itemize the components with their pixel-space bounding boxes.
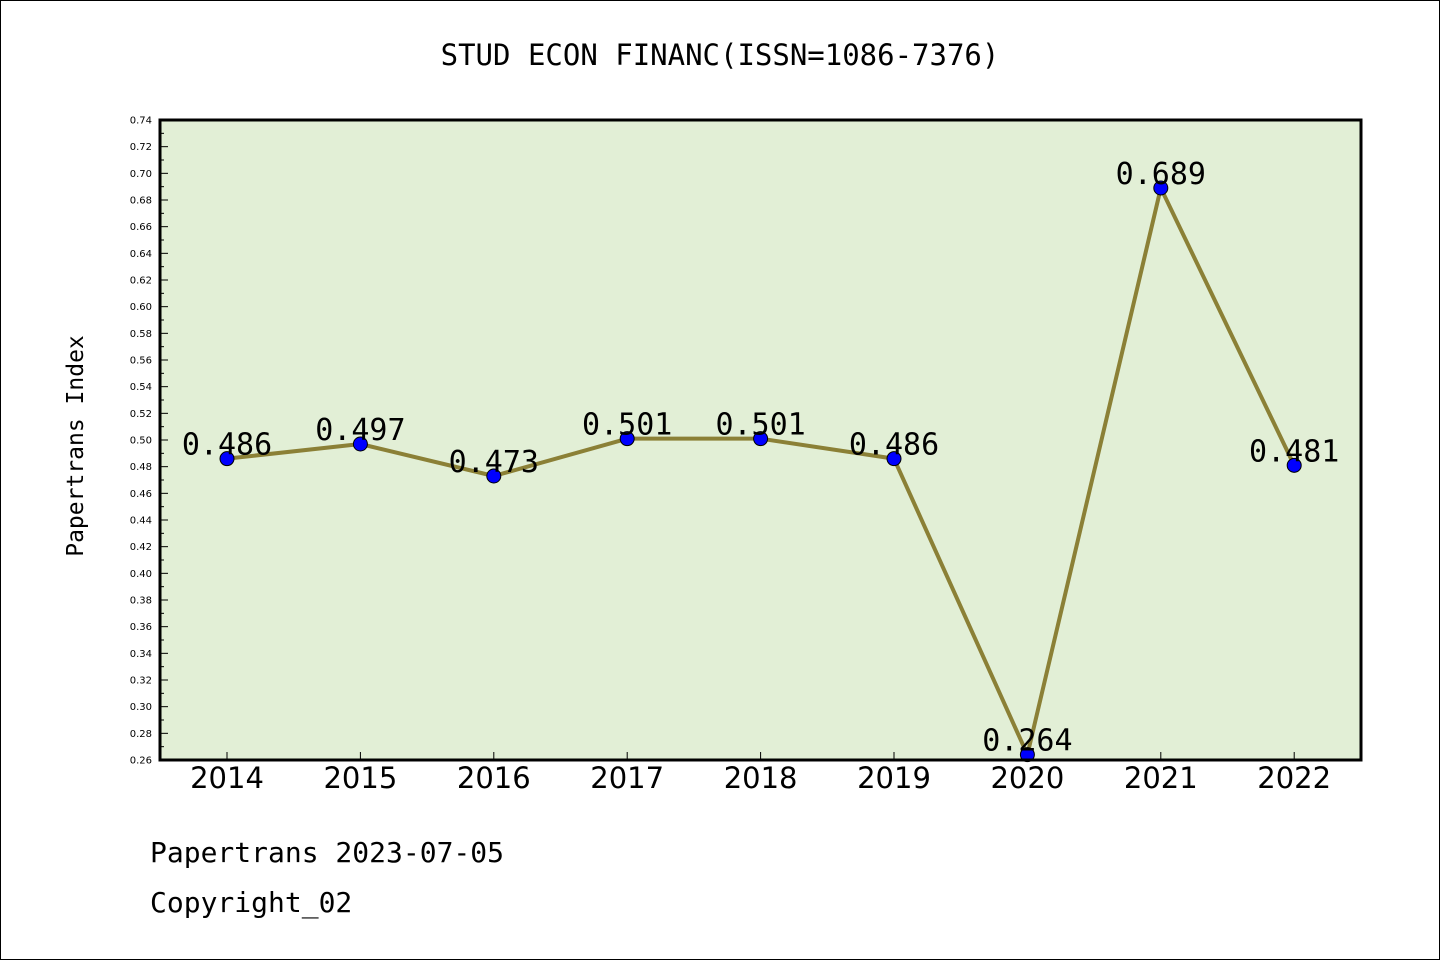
y-tick-label: 0.36 [130,622,152,633]
x-axis-ticks: 2014 2015 2016 2017 2018 2019 2020 2021 2022 [190,752,1331,795]
x-tick-label: 2022 [1257,761,1331,795]
y-tick-label: 0.66 [130,222,152,233]
y-tick-label: 0.48 [130,462,152,473]
y-tick-label: 0.52 [130,409,152,420]
y-tick-label: 0.42 [130,542,152,553]
x-tick-label: 2016 [457,761,531,795]
data-point [219,451,235,467]
y-tick-label: 0.34 [130,649,152,660]
y-tick-label: 0.40 [130,569,152,580]
data-label: 0.481 [1249,434,1339,469]
x-tick-label: 2017 [590,761,664,795]
data-point [486,468,502,484]
data-label: 0.497 [315,413,405,448]
y-tick-label: 0.54 [130,382,152,393]
x-tick-label: 2014 [190,761,264,795]
data-point [753,431,769,447]
x-tick-label: 2018 [724,761,798,795]
y-tick-label: 0.70 [130,169,152,180]
point-group [219,180,1302,763]
y-tick-label: 0.50 [130,436,152,447]
y-tick-label: 0.60 [130,302,152,313]
y-tick-label: 0.38 [130,596,152,607]
y-tick-label: 0.68 [130,196,152,207]
data-label: 0.501 [582,408,672,443]
data-point [886,451,902,467]
data-label: 0.689 [1116,157,1206,192]
chart-title: STUD ECON FINANC(ISSN=1086-7376) [440,38,1000,72]
y-tick-label: 0.28 [130,729,152,740]
data-label: 0.264 [982,724,1072,759]
data-label: 0.486 [182,428,272,463]
y-tick-label: 0.58 [130,329,152,340]
data-point [1153,180,1169,196]
x-tick-label: 2019 [857,761,931,795]
y-axis-ticks: 0.26 0.28 0.30 0.32 0.34 0.36 0.38 0.40 0.42 0.44… [130,116,168,767]
y-tick-label: 0.74 [130,116,152,127]
data-point [619,431,635,447]
y-tick-label: 0.62 [130,276,152,287]
y-tick-label: 0.30 [130,702,152,713]
y-tick-label: 0.72 [130,142,152,153]
y-tick-label: 0.56 [130,356,152,367]
data-label-group: 0.486 0.497 0.473 0.501 0.501 0.486 0.264 0.689… [182,157,1340,759]
data-point [1019,747,1035,763]
data-label: 0.501 [715,408,805,443]
y-tick-label: 0.44 [130,516,152,527]
y-tick-label: 0.32 [130,676,152,687]
data-label: 0.473 [449,445,539,480]
plot-border [158,118,1363,762]
x-tick-label: 2021 [1124,761,1198,795]
footer-copyright: Copyright_02 [150,886,353,919]
y-tick-label: 0.26 [130,756,152,767]
y-tick-label: 0.46 [130,489,152,500]
data-label: 0.486 [849,428,939,463]
data-point [1286,457,1302,473]
footer-date: Papertrans 2023-07-05 [150,836,505,869]
x-tick-label: 2015 [323,761,397,795]
y-tick-label: 0.64 [130,249,152,260]
x-tick-label: 2020 [990,761,1064,795]
data-point [352,436,368,452]
